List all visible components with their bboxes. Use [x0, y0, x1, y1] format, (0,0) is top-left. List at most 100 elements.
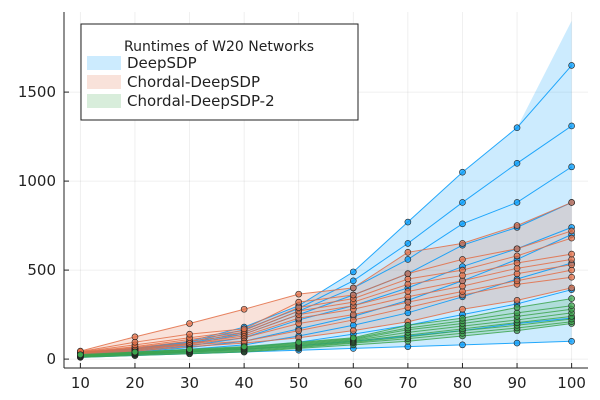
legend-label-2: Chordal-DeepSDP-2: [127, 92, 275, 110]
series-line-1-8: [80, 201, 572, 352]
data-point: [513, 160, 521, 167]
series-line-2-1: [80, 321, 572, 358]
data-point: [513, 297, 521, 304]
data-point: [349, 268, 357, 276]
series-line-1-0: [80, 287, 572, 357]
data-point: [349, 291, 357, 299]
legend-label-0: DeepSDP: [127, 54, 197, 72]
data-point: [568, 227, 575, 235]
data-point: [513, 124, 521, 131]
series-line-2-0: [80, 323, 572, 358]
data-point: [404, 270, 412, 277]
x-tick-label: 20: [125, 374, 144, 392]
data-point: [295, 290, 303, 298]
data-point: [240, 305, 248, 313]
data-point: [568, 163, 575, 171]
legend-title: Runtimes of W20 Networks: [124, 39, 314, 55]
legend-label-1: Chordal-DeepSDP: [127, 73, 260, 91]
data-point: [568, 284, 575, 292]
data-point: [186, 346, 193, 353]
y-tick-label: 0: [46, 350, 56, 368]
data-point: [568, 337, 575, 345]
data-point: [568, 122, 575, 130]
data-point: [513, 222, 521, 229]
data-point: [295, 298, 303, 306]
data-point: [513, 339, 521, 347]
series-line-2-7: [80, 298, 572, 356]
data-point: [568, 234, 575, 242]
series-line-2-5: [80, 308, 572, 357]
data-point: [131, 348, 139, 356]
legend-swatch-1: [87, 75, 121, 89]
data-point: [459, 266, 466, 274]
data-point: [568, 302, 575, 310]
data-point: [568, 62, 575, 69]
data-point: [568, 273, 575, 281]
data-point: [349, 277, 357, 285]
data-point: [513, 259, 521, 267]
series-line-1-2: [80, 269, 572, 355]
x-tick-label: 60: [344, 374, 363, 392]
data-point: [459, 220, 466, 228]
data-point: [459, 305, 466, 313]
data-point: [459, 341, 466, 349]
series-line-1-6: [80, 237, 572, 353]
data-point: [404, 249, 412, 256]
data-point: [404, 240, 412, 247]
series-line-2-4: [80, 312, 572, 357]
legend: Runtimes of W20 Networks DeepSDPChordal-…: [80, 23, 359, 121]
data-point: [349, 327, 357, 334]
data-point: [459, 168, 466, 176]
series-lines: [80, 65, 573, 358]
x-tick-label: 90: [507, 374, 526, 392]
y-tick-label: 1000: [18, 172, 56, 190]
x-tick-label: 80: [453, 374, 472, 392]
data-point: [568, 250, 575, 258]
data-point: [513, 199, 521, 206]
data-point: [77, 351, 84, 358]
data-point: [349, 334, 357, 342]
data-point: [568, 295, 575, 302]
legend-box: [80, 23, 359, 121]
x-tick-label: 30: [180, 374, 199, 392]
data-point: [295, 338, 303, 346]
x-tick-label: 40: [235, 374, 254, 392]
data-point: [404, 321, 412, 329]
series-line-1-1: [80, 276, 572, 356]
x-tick-label: 70: [398, 374, 417, 392]
axes: [63, 12, 588, 369]
series-line-1-3: [80, 264, 572, 354]
series-line-1-4: [80, 258, 572, 354]
data-point: [513, 245, 521, 253]
data-point: [240, 325, 248, 333]
data-point: [186, 320, 193, 327]
y-tick-label: 500: [27, 261, 56, 279]
data-point: [131, 333, 139, 341]
data-point: [186, 330, 193, 338]
data-point: [295, 327, 303, 334]
data-point: [513, 252, 521, 260]
series-points: [77, 62, 575, 361]
x-tick-label: 100: [557, 374, 586, 392]
series-line-1-5: [80, 253, 572, 353]
y-tick-labels: 0 500 1000 1500: [18, 83, 56, 368]
y-tick-label: 1500: [18, 83, 56, 101]
x-tick-label: 50: [289, 374, 308, 392]
legend-swatch-2: [87, 94, 121, 108]
data-point: [240, 343, 248, 350]
data-point: [459, 240, 466, 247]
data-point: [349, 284, 357, 292]
data-point: [459, 314, 466, 322]
data-point: [404, 218, 412, 226]
series-line-0-4: [80, 234, 572, 357]
data-point: [513, 304, 521, 311]
x-tick-labels: 10 20 30 40 50 60 70 80 90 100: [71, 374, 586, 392]
x-tick-label: 10: [71, 374, 90, 392]
data-point: [404, 256, 412, 263]
data-point: [459, 256, 466, 263]
data-point: [568, 199, 575, 206]
data-point: [404, 288, 412, 295]
series-band-0: [80, 20, 572, 358]
